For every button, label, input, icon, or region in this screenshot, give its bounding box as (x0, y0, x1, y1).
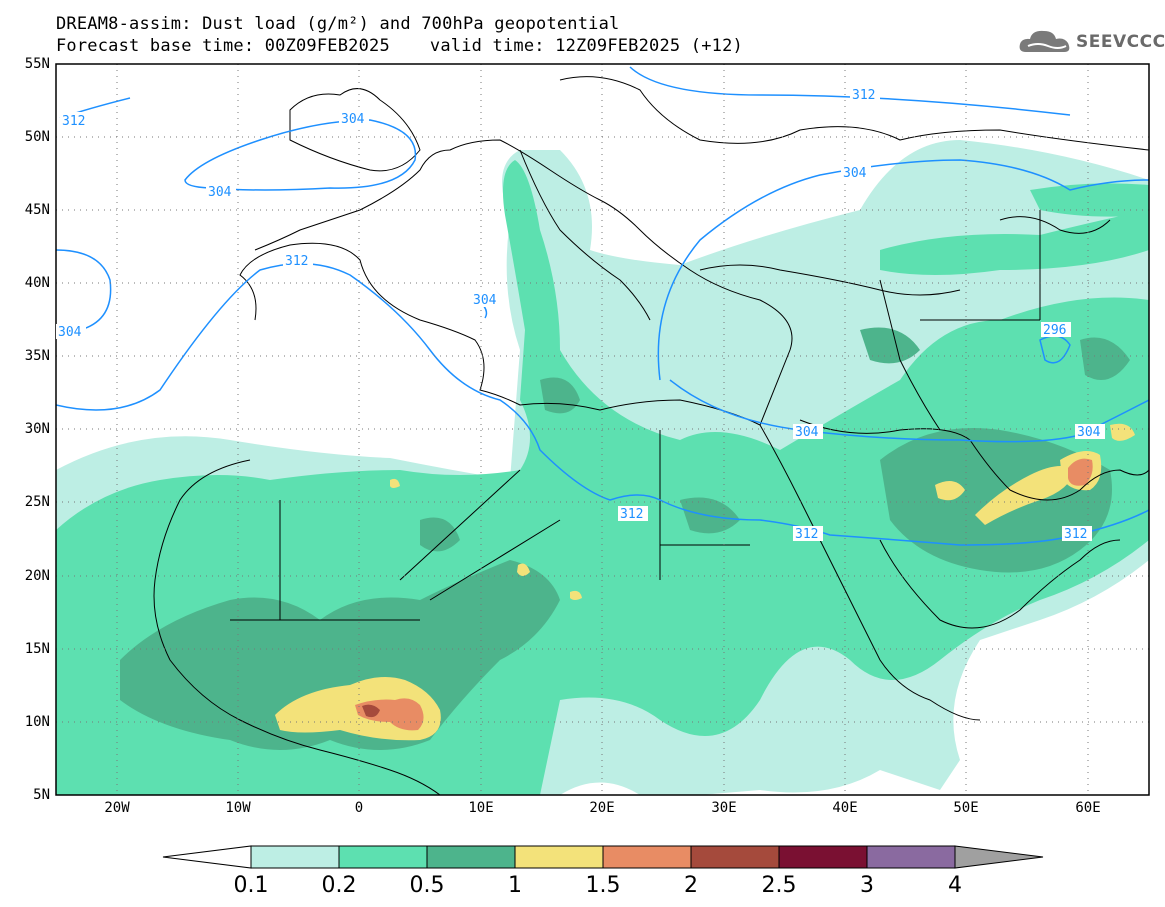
colorbar-label: 4 (948, 873, 962, 898)
lon-label: 50E (953, 800, 979, 816)
contour-label: 312 (795, 527, 818, 542)
dust-layer-brown (362, 704, 380, 718)
forecast-times: Forecast base time: 00Z09FEB2025 valid ti… (56, 36, 743, 56)
contour-labels: 312 304 304 312 304 304 312 304 296 312 … (56, 87, 1105, 542)
valid-time: valid time: 12Z09FEB2025 (+12) (429, 36, 743, 56)
colorbar-segment (250, 845, 340, 869)
lon-label: 10W (225, 800, 251, 816)
colorbar-segment (690, 845, 780, 869)
contour-label: 304 (473, 293, 497, 308)
colorbar-min-triangle (162, 845, 252, 869)
lat-label: 45N (24, 202, 50, 218)
lon-label: 60E (1075, 800, 1101, 816)
map-frame (55, 63, 1150, 796)
colorbar-label: 1.5 (585, 873, 621, 898)
contour-label: 312 (285, 254, 308, 269)
colorbar-label: 1 (508, 873, 522, 898)
colorbar-segment (602, 845, 692, 869)
colorbar (162, 845, 1044, 869)
lat-label: 10N (24, 714, 50, 730)
lon-label: 20W (104, 800, 130, 816)
colorbar-label: 2.5 (761, 873, 797, 898)
colorbar-label: 0.5 (409, 873, 445, 898)
contour-label: 296 (1043, 323, 1066, 338)
lat-label: 15N (24, 641, 50, 657)
contour-label: 312 (852, 88, 875, 103)
lat-label: 50N (24, 129, 50, 145)
contour-label: 312 (620, 507, 643, 522)
contour-label: 304 (795, 425, 819, 440)
contour-label: 304 (1077, 425, 1101, 440)
lon-label: 40E (832, 800, 858, 816)
lat-label: 40N (24, 275, 50, 291)
lat-label: 5N (33, 787, 50, 803)
contour-label: 304 (208, 185, 232, 200)
colorbar-segment (514, 845, 604, 869)
contour-label: 304 (341, 112, 365, 127)
lat-label: 25N (24, 494, 50, 510)
contour-label: 312 (62, 114, 85, 129)
lon-label: 0 (354, 800, 364, 816)
colorbar-label: 0.2 (321, 873, 357, 898)
map-title: DREAM8-assim: Dust load (g/m²) and 700hP… (56, 14, 620, 34)
lat-label: 35N (24, 348, 50, 364)
graticule (56, 64, 1149, 795)
colorbar-segment (338, 845, 428, 869)
contour-label: 312 (1064, 527, 1087, 542)
lat-label: 55N (24, 56, 50, 72)
colorbar-segment (426, 845, 516, 869)
colorbar-label: 0.1 (233, 873, 269, 898)
base-time: Forecast base time: 00Z09FEB2025 (56, 36, 390, 56)
colorbar-segment (866, 845, 956, 869)
coastlines (153, 76, 1149, 795)
lon-label: 20E (589, 800, 615, 816)
colorbar-label: 2 (684, 873, 698, 898)
lon-label: 30E (711, 800, 737, 816)
lat-label: 20N (24, 568, 50, 584)
lon-label: 10E (468, 800, 494, 816)
colorbar-max-triangle (954, 845, 1044, 869)
seevccc-logo: SEEVCCC (1018, 26, 1165, 56)
colorbar-segment (778, 845, 868, 869)
dust-layer-high (120, 327, 1130, 750)
cloud-icon (1019, 30, 1070, 52)
contour-label: 304 (843, 166, 867, 181)
contour-label: 304 (58, 325, 82, 340)
logo-text: SEEVCCC (1076, 32, 1165, 52)
lat-label: 30N (24, 421, 50, 437)
colorbar-label: 3 (860, 873, 874, 898)
